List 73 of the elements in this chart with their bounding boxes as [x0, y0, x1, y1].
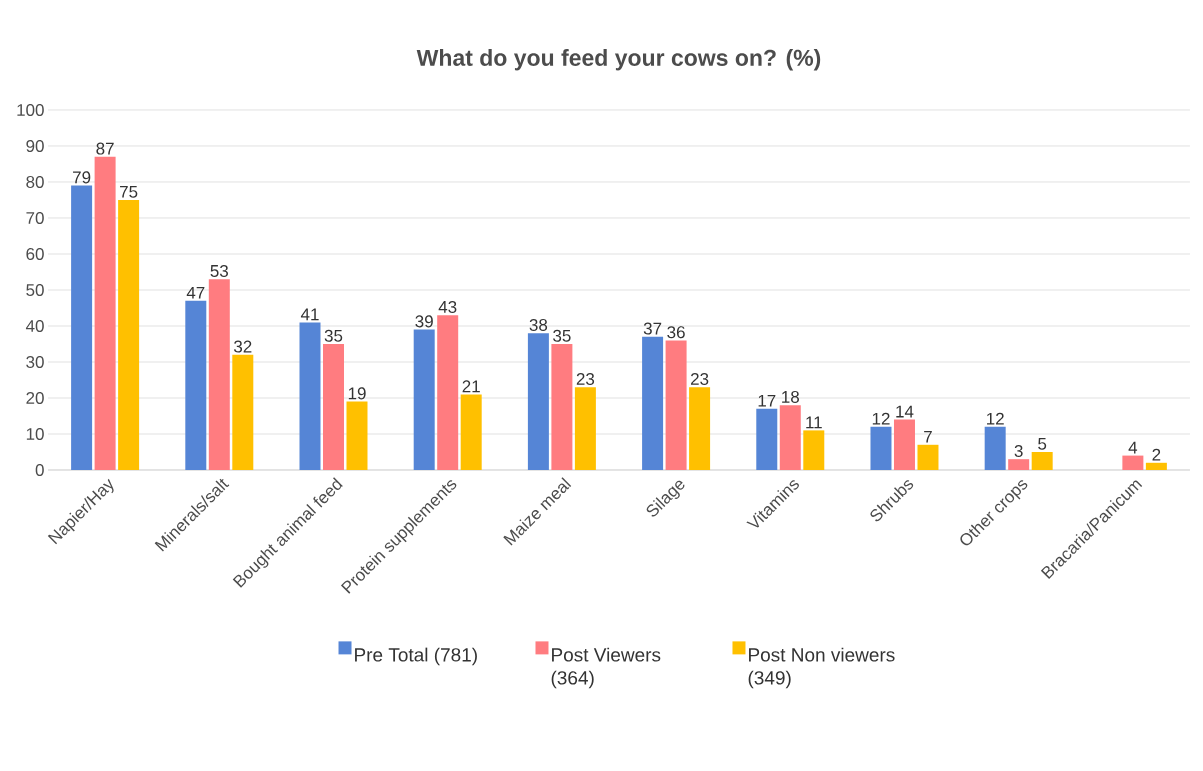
- data-label: 11: [806, 416, 822, 429]
- data-label: 37: [643, 322, 662, 335]
- data-label: 7: [924, 430, 932, 443]
- bar: [118, 199, 140, 470]
- y-tick-label: 80: [26, 175, 44, 189]
- bar: [232, 354, 254, 470]
- bar: [413, 329, 435, 470]
- chart-title: What do you feed your cows on? (%): [416, 49, 821, 71]
- bar: [870, 426, 892, 470]
- bar: [756, 408, 778, 470]
- bar: [1031, 451, 1053, 470]
- bar: [642, 336, 664, 470]
- data-label: 23: [576, 372, 595, 385]
- y-tick-label: 30: [26, 355, 44, 369]
- legend-label: Post Non viewers (349): [748, 647, 895, 689]
- data-label: 47: [186, 286, 205, 299]
- bar: [1008, 459, 1030, 470]
- bar: [346, 401, 368, 470]
- legend-label: Pre Total (781): [355, 647, 477, 666]
- legend-label: Post Viewers (364): [551, 647, 661, 689]
- bar: [208, 279, 230, 470]
- y-tick-label: 50: [26, 283, 44, 297]
- y-tick-label: 90: [26, 139, 44, 153]
- data-label: 35: [553, 329, 571, 342]
- y-tick-label: 70: [26, 211, 44, 225]
- bar: [460, 394, 482, 470]
- data-label: 87: [96, 142, 114, 155]
- bar: [984, 426, 1006, 470]
- data-label: 19: [348, 387, 366, 400]
- y-tick-label: 60: [26, 247, 44, 261]
- data-label: 18: [782, 390, 799, 403]
- bar: [689, 387, 711, 470]
- bar: [323, 343, 344, 470]
- data-label: 39: [415, 315, 433, 328]
- bar: [437, 315, 459, 470]
- data-label: 17: [758, 394, 776, 407]
- bar: [1122, 455, 1144, 470]
- bar: [803, 430, 825, 470]
- data-label: 38: [529, 318, 548, 331]
- bar: [71, 185, 93, 470]
- y-tick-label: 0: [35, 463, 44, 477]
- data-label: 43: [438, 300, 457, 313]
- bar: [527, 333, 549, 470]
- data-label: 75: [120, 185, 138, 198]
- y-tick-label: 40: [25, 319, 44, 333]
- data-label: 23: [690, 372, 709, 385]
- bar: [917, 444, 939, 470]
- data-label: 41: [300, 308, 319, 321]
- bar: [299, 322, 321, 470]
- data-label: 12: [872, 412, 890, 425]
- bar: [893, 419, 915, 470]
- data-label: 32: [233, 340, 252, 353]
- bar: [551, 343, 573, 470]
- bar: [94, 156, 116, 470]
- data-label: 14: [896, 405, 914, 418]
- data-label: 21: [462, 380, 480, 393]
- data-label: 79: [73, 171, 91, 184]
- data-label: 53: [210, 264, 228, 277]
- bar: [185, 300, 207, 470]
- data-label: 36: [667, 326, 685, 339]
- bar: [665, 340, 687, 470]
- y-tick-label: 10: [26, 427, 44, 441]
- bar: [574, 387, 596, 470]
- data-label: 5: [1038, 437, 1047, 450]
- y-tick-label: 100: [17, 103, 44, 117]
- data-label: 2: [1152, 448, 1161, 461]
- bar: [1145, 462, 1167, 470]
- data-label: 4: [1128, 441, 1138, 454]
- data-label: 12: [987, 412, 1004, 425]
- y-tick-label: 20: [26, 391, 44, 405]
- bar: [779, 405, 801, 470]
- data-label: 35: [324, 329, 343, 342]
- data-label: 3: [1014, 444, 1023, 457]
